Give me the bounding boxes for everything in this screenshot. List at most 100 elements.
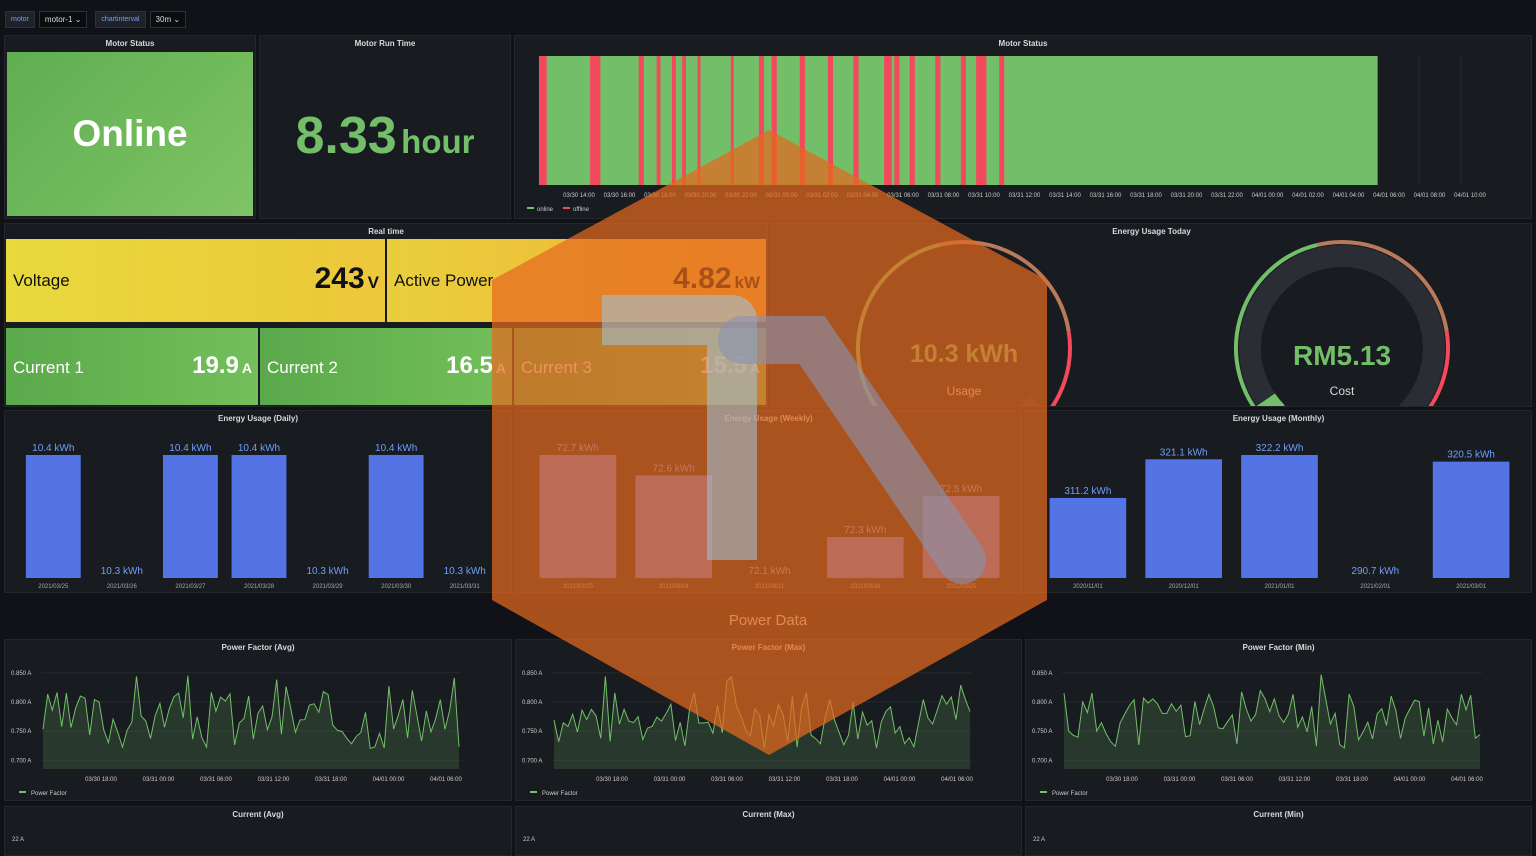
x-tick-label: 2021/03/31 <box>450 584 481 590</box>
offline-segment <box>697 56 701 185</box>
y-tick-label: 0.700 A <box>1032 758 1052 764</box>
x-tick-label: 2021/03/26 <box>107 584 138 590</box>
offline-segment <box>999 56 1005 185</box>
panel-title: Power Factor (Min) <box>1242 643 1315 652</box>
run-time-value: 8.33 <box>295 107 397 165</box>
current2-label: Current 2 <box>267 358 338 377</box>
x-tick-label: 04/01 06:00 <box>941 777 973 783</box>
legend-swatch <box>1040 791 1047 793</box>
data-label: 72.5 kWh <box>940 484 982 495</box>
y-tick-label: 0.750 A <box>522 729 542 735</box>
bar <box>231 455 287 578</box>
energy-monthly-panel[interactable]: Energy Usage (Monthly) 311.2 kWh 2020/11/… <box>1025 410 1532 593</box>
x-tick-label: 03/31 00:00 <box>143 777 175 783</box>
power-factor-max-chart: 0.850 A 0.800 A 0.750 A 0.700 A 03/30 18:00 0… <box>522 671 974 797</box>
y-tick-label: 0.750 A <box>1032 729 1052 735</box>
x-tick-label: 03/30 18:00 <box>596 777 628 783</box>
x-tick-label: 03/30 18:00 <box>85 777 117 783</box>
x-tick-label: 04/01 10:00 <box>1454 193 1486 199</box>
y-tick-label: 0.800 A <box>11 700 31 706</box>
bar <box>635 475 713 578</box>
x-tick-label: 03/31 18:00 <box>1336 777 1368 783</box>
bar <box>25 455 81 578</box>
panel-title: Energy Usage (Monthly) <box>1232 414 1325 423</box>
motor-status-panel[interactable]: Motor Status Online <box>4 35 256 219</box>
x-tick-label: 03/31 00:00 <box>1164 777 1196 783</box>
voltage-stat: Voltage 243 V <box>6 239 385 322</box>
power-factor-min-panel[interactable]: Power Factor (Min) 0.850 A 0.800 A 0.750 A… <box>1025 639 1532 801</box>
y-tick-label: 0.700 A <box>11 758 31 764</box>
x-tick-label: 03/31 06:00 <box>711 777 743 783</box>
bar <box>922 496 1000 578</box>
current-min-panel[interactable]: Current (Min) 22 A <box>1025 806 1532 856</box>
y-tick-label: 0.850 A <box>522 671 542 677</box>
energy-daily-panel[interactable]: Energy Usage (Daily) 10.4 kWh 2021/03/25 1… <box>4 410 512 593</box>
x-tick-label: 03/31 12:00 <box>258 777 290 783</box>
current3-label: Current 3 <box>521 358 592 377</box>
series-line <box>1063 674 1481 749</box>
threshold-arc-mid <box>1316 240 1449 332</box>
offline-segment <box>827 56 833 185</box>
x-tick-label: 03/31 16:00 <box>1090 193 1122 199</box>
x-tick-label: 04/01 06:00 <box>1451 777 1483 783</box>
x-tick-label: 2021/03/18 <box>850 584 881 590</box>
panel-title: Power Factor (Avg) <box>221 643 295 652</box>
current1-value-row: 19.9 A <box>192 352 252 380</box>
power-factor-avg-chart: 0.850 A 0.800 A 0.750 A 0.700 A 03/30 18:00 0… <box>11 671 463 797</box>
voltage-value-row: 243 V <box>315 262 379 296</box>
chartinterval-variable-select[interactable]: 30m ⌄ <box>149 11 187 28</box>
panel-title: Energy Usage Today <box>1112 227 1191 236</box>
energy-weekly-panel[interactable]: Energy Usage (Weekly) 72.7 kWh 2021/02/25… <box>515 410 1022 593</box>
current1-unit: A <box>241 360 252 376</box>
x-tick-label: 04/01 00:00 <box>1394 777 1426 783</box>
bar <box>826 537 904 578</box>
gauge-value-arc <box>1256 393 1285 406</box>
x-tick-label: 03/31 14:00 <box>1049 193 1081 199</box>
energy-today-panel[interactable]: Energy Usage Today 10.3 kWh Usage RM5.13… <box>771 223 1532 407</box>
x-tick-label: 03/31 06:00 <box>887 193 919 199</box>
y-tick-label: 22 A <box>1033 837 1046 843</box>
motor-run-time-panel[interactable]: Motor Run Time 8.33 hour <box>259 35 511 219</box>
current1-value: 19.9 <box>192 352 239 379</box>
power-data-row-title[interactable]: Power Data <box>728 612 808 629</box>
data-label: 72.3 kWh <box>844 525 886 536</box>
motor-variable-select[interactable]: motor-1 ⌄ <box>38 11 88 28</box>
x-tick-label: 2021/03/04 <box>659 584 690 590</box>
current-avg-panel[interactable]: Current (Avg) 22 A <box>4 806 512 856</box>
offline-segment <box>656 56 661 185</box>
power-factor-avg-panel[interactable]: Power Factor (Avg) 0.850 A 0.800 A 0.750 A… <box>4 639 512 801</box>
data-label: 10.4 kWh <box>169 443 211 454</box>
status-timeline-chart: 03/30 14:00 03/30 16:00 03/30 18:00 03/30 2… <box>527 56 1487 213</box>
x-tick-label: 03/31 02:00 <box>806 193 838 199</box>
x-tick-label: 03/31 06:00 <box>200 777 232 783</box>
y-tick-label: 0.700 A <box>522 758 542 764</box>
legend-label: offline <box>573 207 590 213</box>
active-power-stat: Active Power 4.82 kW <box>387 239 766 322</box>
series-line <box>42 675 460 750</box>
current2-stat: Current 2 16.5 A <box>260 328 512 405</box>
x-tick-label: 2021/03/25 <box>38 584 69 590</box>
current-max-panel[interactable]: Current (Max) 22 A <box>515 806 1022 856</box>
voltage-unit: V <box>367 273 379 292</box>
panel-title: Motor Status <box>105 39 155 48</box>
x-tick-label: 03/31 00:00 <box>766 193 798 199</box>
voltage-label: Voltage <box>13 271 70 290</box>
panel-title: Current (Min) <box>1253 810 1304 819</box>
active-power-value: 4.82 <box>673 262 732 295</box>
current2-value: 16.5 <box>446 352 493 379</box>
energy-monthly-bar-chart: 311.2 kWh 2020/11/01 321.1 kWh 2020/12/01 32… <box>1049 443 1510 590</box>
x-tick-label: 04/01 02:00 <box>1292 193 1324 199</box>
offline-segment <box>771 56 777 185</box>
data-label: 10.4 kWh <box>375 443 417 454</box>
offline-segment <box>682 56 686 185</box>
data-label: 72.6 kWh <box>653 464 695 475</box>
data-label: 290.7 kWh <box>1351 566 1399 577</box>
data-label: 72.1 kWh <box>748 566 790 577</box>
chartinterval-variable-label: chartinterval <box>95 11 146 28</box>
x-tick-label: 2021/03/29 <box>313 584 344 590</box>
legend-swatch <box>527 207 534 209</box>
power-factor-max-panel[interactable]: Power Factor (Max) 0.850 A 0.800 A 0.750 A… <box>515 639 1022 801</box>
legend-swatch <box>563 207 570 209</box>
x-tick-label: 03/31 18:00 <box>1130 193 1162 199</box>
motor-status-timeline-panel[interactable]: Motor Status 03/30 14:00 03/30 16:00 03/30… <box>514 35 1532 219</box>
